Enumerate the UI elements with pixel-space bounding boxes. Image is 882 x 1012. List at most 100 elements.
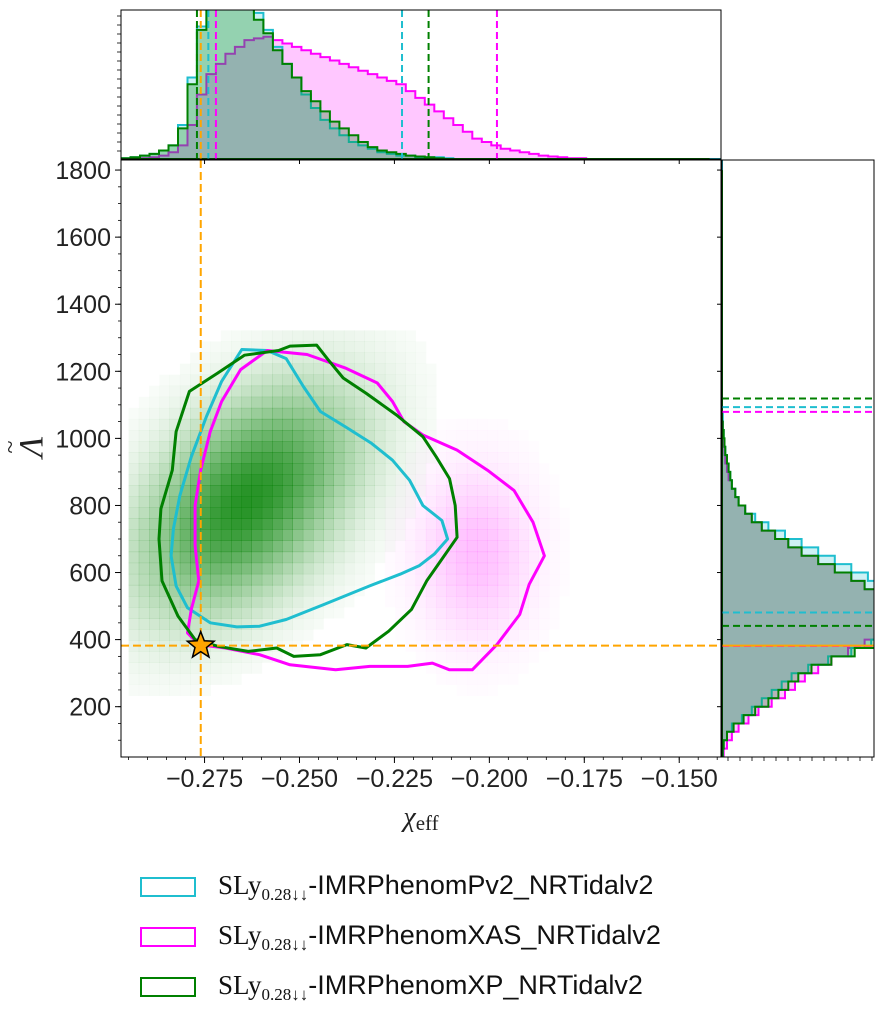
density-cell bbox=[159, 685, 170, 696]
density-cell-magenta bbox=[497, 474, 509, 486]
density-cell bbox=[231, 584, 242, 597]
density-cell bbox=[149, 518, 160, 530]
density-cell-magenta bbox=[508, 518, 519, 530]
density-cell bbox=[211, 341, 222, 352]
x-tick-label: −0.150 bbox=[641, 765, 718, 793]
density-cell bbox=[374, 496, 386, 508]
density-cell-magenta bbox=[415, 596, 427, 608]
density-cell bbox=[169, 596, 181, 608]
density-cell bbox=[138, 407, 150, 420]
density-cell bbox=[364, 496, 375, 508]
density-cell bbox=[200, 396, 211, 409]
density-cell-magenta bbox=[425, 573, 437, 586]
density-cell-magenta bbox=[508, 452, 519, 463]
injection-lines bbox=[121, 160, 721, 757]
density-cell bbox=[364, 352, 375, 364]
density-cell-magenta bbox=[466, 651, 478, 663]
density-cell bbox=[343, 496, 355, 508]
density-cell bbox=[129, 419, 140, 430]
density-cell bbox=[159, 441, 170, 453]
density-cell bbox=[282, 584, 293, 597]
density-cell bbox=[292, 441, 304, 453]
density-cell-magenta bbox=[538, 529, 550, 541]
density-cell-magenta bbox=[497, 507, 509, 519]
density-cell bbox=[221, 674, 232, 685]
density-cell bbox=[220, 662, 232, 674]
x-tick-label: −0.200 bbox=[451, 765, 528, 793]
density-cell bbox=[415, 385, 427, 398]
density-cell-magenta bbox=[466, 496, 478, 508]
density-cell bbox=[128, 584, 140, 597]
density-cell-magenta bbox=[456, 485, 468, 497]
density-cell bbox=[333, 363, 345, 375]
top-frame bbox=[120, 9, 722, 160]
density-cell bbox=[333, 352, 345, 364]
density-cell-magenta bbox=[549, 596, 560, 607]
density-cell-magenta bbox=[456, 596, 468, 608]
density-cell bbox=[252, 662, 263, 673]
density-cell bbox=[220, 407, 232, 420]
density-cell-magenta bbox=[395, 530, 406, 541]
density-cell bbox=[354, 407, 365, 420]
density-cell bbox=[282, 396, 293, 409]
density-cell bbox=[333, 463, 345, 475]
density-cell-magenta bbox=[446, 584, 457, 597]
density-cell-magenta bbox=[518, 441, 529, 452]
density-cell bbox=[343, 441, 355, 453]
density-cell-magenta bbox=[436, 463, 447, 475]
density-cell-magenta bbox=[385, 552, 396, 563]
density-cell bbox=[231, 463, 242, 475]
density-cell bbox=[231, 407, 242, 420]
density-cell bbox=[149, 573, 160, 586]
density-cell bbox=[179, 407, 191, 420]
density-cell bbox=[128, 474, 140, 486]
density-cell bbox=[415, 452, 427, 464]
density-cell bbox=[179, 452, 191, 464]
density-cell bbox=[149, 562, 160, 575]
density-cell bbox=[354, 496, 365, 508]
density-cell-magenta bbox=[539, 629, 550, 640]
density-cell bbox=[190, 452, 201, 464]
density-cell bbox=[302, 540, 314, 553]
density-cell bbox=[292, 518, 304, 530]
density-cell-magenta bbox=[425, 529, 437, 541]
density-cell bbox=[272, 330, 283, 342]
density-cell bbox=[354, 574, 365, 585]
density-cell bbox=[405, 330, 416, 341]
density-cell bbox=[302, 474, 314, 486]
density-cell-magenta bbox=[508, 629, 519, 641]
density-cell bbox=[251, 407, 263, 420]
density-cell bbox=[272, 629, 283, 641]
density-cell bbox=[169, 562, 181, 575]
density-cell bbox=[384, 352, 396, 364]
density-cell-magenta bbox=[508, 496, 519, 508]
density-cell bbox=[128, 518, 140, 530]
density-cell bbox=[343, 463, 355, 475]
density-cell-magenta bbox=[549, 496, 560, 507]
density-cell-magenta bbox=[436, 452, 447, 464]
density-cell bbox=[200, 607, 211, 619]
density-cell bbox=[241, 341, 252, 353]
density-cell-magenta bbox=[456, 607, 468, 619]
density-cell bbox=[343, 551, 355, 564]
density-cell bbox=[159, 452, 170, 464]
density-cell bbox=[200, 518, 211, 530]
density-cell-magenta bbox=[487, 551, 499, 564]
density-cell bbox=[292, 396, 304, 409]
density-cell bbox=[231, 562, 242, 575]
density-cell-magenta bbox=[497, 607, 509, 619]
density-cell bbox=[220, 562, 232, 575]
legend-label: SLy0.28↓↓-IMRPhenomPv2_NRTidalv2 bbox=[218, 869, 654, 904]
density-cell bbox=[272, 518, 283, 530]
density-cell-magenta bbox=[488, 430, 499, 441]
density-cell-magenta bbox=[436, 562, 447, 575]
density-cell bbox=[261, 352, 273, 364]
density-cell-magenta bbox=[446, 430, 457, 441]
density-cell bbox=[210, 540, 222, 553]
density-cell bbox=[282, 629, 293, 641]
y-tick-label: 1400 bbox=[55, 291, 111, 319]
density-cell bbox=[251, 573, 263, 586]
density-cell bbox=[231, 441, 242, 453]
density-cell-magenta bbox=[477, 540, 488, 553]
density-cell bbox=[169, 673, 181, 685]
